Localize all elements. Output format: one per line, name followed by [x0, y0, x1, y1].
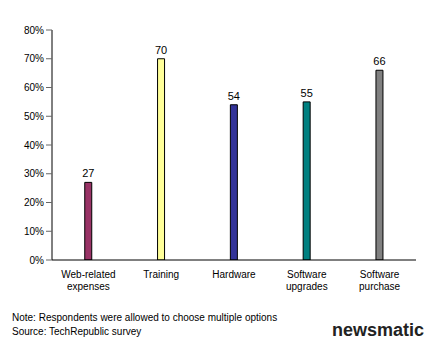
svg-text:66: 66	[373, 55, 385, 67]
svg-text:55: 55	[301, 87, 313, 99]
svg-text:30%: 30%	[24, 168, 44, 179]
html-text:Note: Respondents were allowed: Note: Respondents were allowed to choose…	[12, 312, 278, 323]
svg-text:40%: 40%	[24, 140, 44, 151]
svg-text:Softwarepurchase: Softwarepurchase	[359, 269, 401, 292]
svg-text:20%: 20%	[24, 197, 44, 208]
svg-text:Web-relatedexpenses: Web-relatedexpenses	[61, 269, 115, 292]
svg-text:60%: 60%	[24, 82, 44, 93]
svg-text:50%: 50%	[24, 111, 44, 122]
svg-text:0%: 0%	[30, 255, 45, 266]
html-text:newsmatic: newsmatic	[332, 320, 424, 340]
svg-text:27: 27	[82, 167, 94, 179]
svg-text:10%: 10%	[24, 226, 44, 237]
svg-text:Training: Training	[143, 269, 179, 280]
svg-text:70: 70	[155, 44, 167, 56]
svg-text:Hardware: Hardware	[212, 269, 256, 280]
svg-text:80%: 80%	[24, 25, 44, 36]
svg-text:54: 54	[228, 90, 240, 102]
html-text:Source: TechRepublic survey: Source: TechRepublic survey	[12, 326, 142, 337]
svg-text:Softwareupgrades: Softwareupgrades	[286, 269, 328, 292]
svg-text:70%: 70%	[24, 53, 44, 64]
